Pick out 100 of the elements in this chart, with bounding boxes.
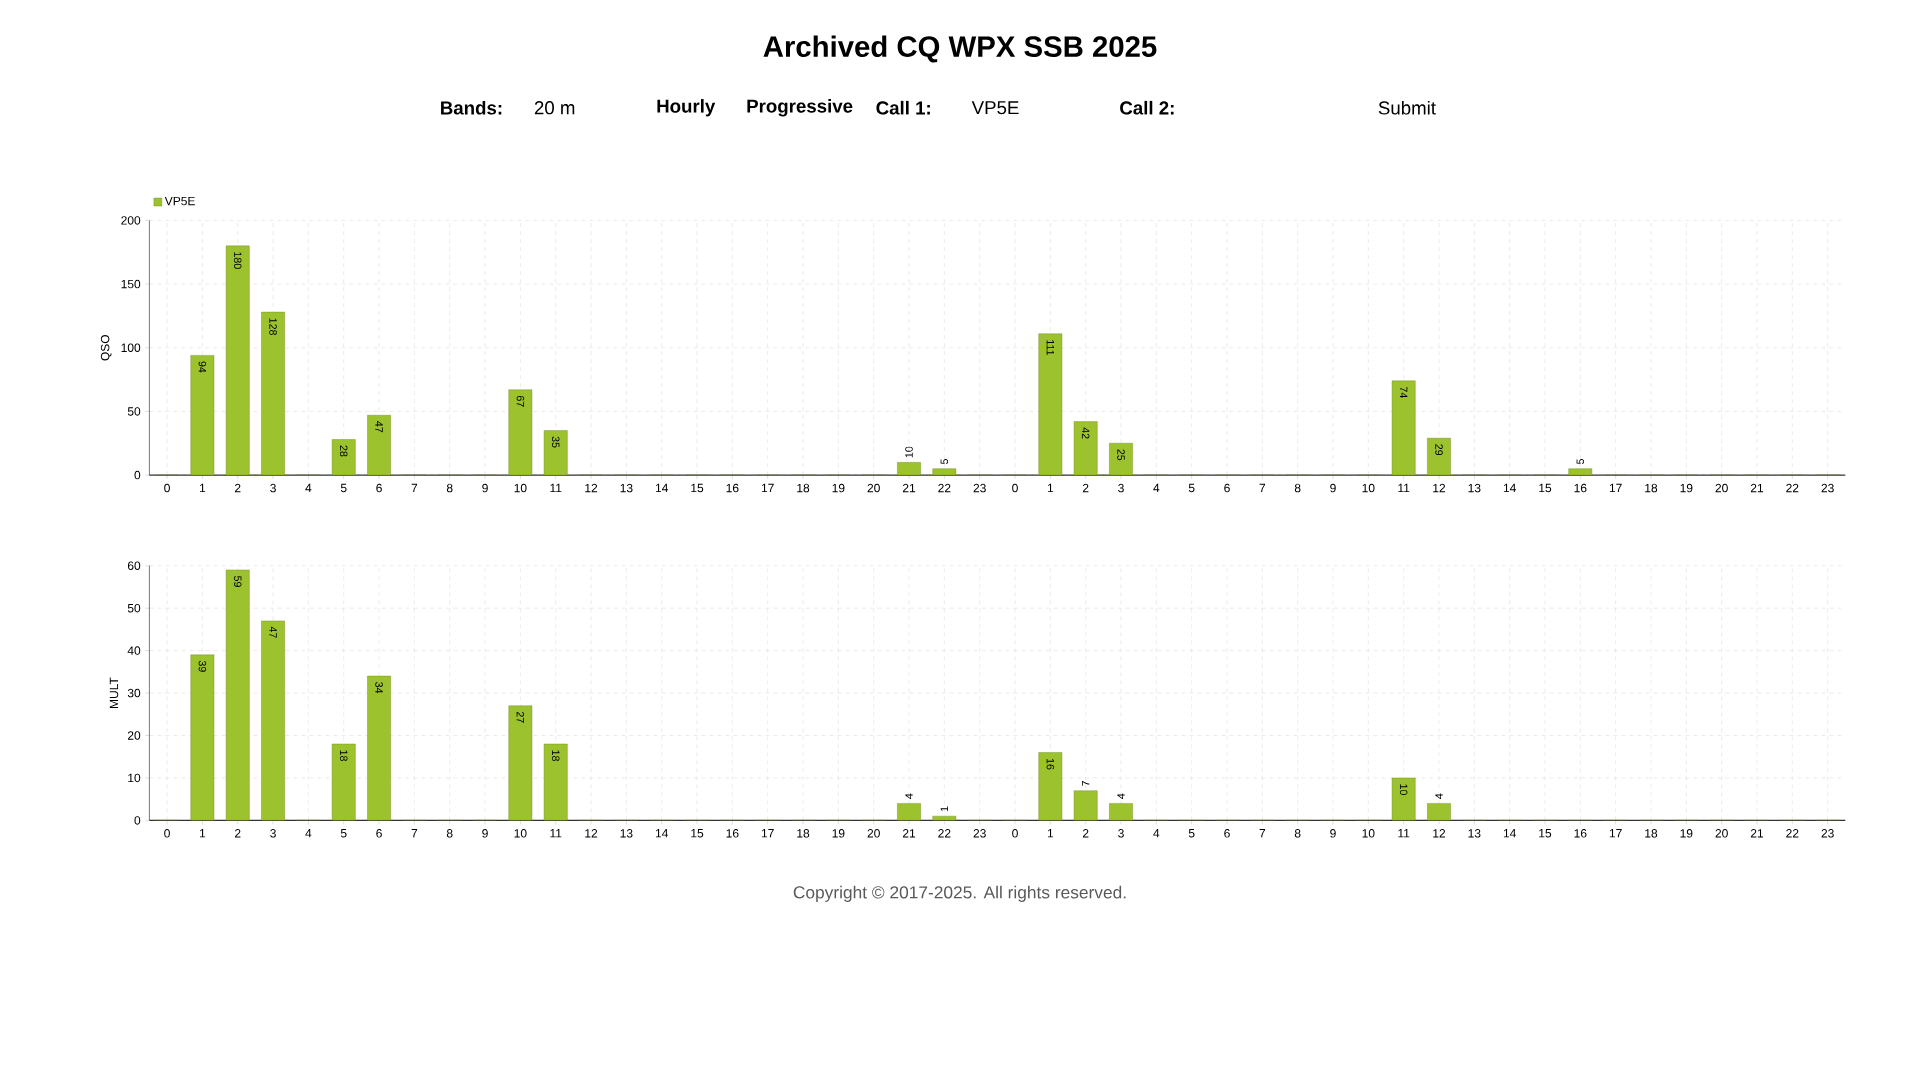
y-axis-title: QSO [100, 334, 112, 361]
x-tick-label: 10 [1362, 483, 1375, 493]
data-label: 35 [551, 436, 560, 448]
x-tick-label: 13 [620, 829, 633, 838]
bar [367, 675, 391, 821]
x-tick-label: 6 [376, 829, 382, 838]
x-tick-label: 18 [1645, 483, 1658, 493]
x-tick-label: 15 [1539, 829, 1552, 838]
x-tick-label: 12 [1433, 483, 1446, 493]
x-tick-label: 7 [1259, 829, 1266, 838]
x-tick-label: 4 [1153, 829, 1160, 838]
y-tick-label: 150 [121, 279, 141, 289]
x-tick-label: 12 [585, 829, 598, 838]
x-tick-label: 0 [164, 483, 170, 493]
x-tick-label: 7 [1259, 483, 1266, 493]
x-tick-label: 18 [797, 829, 810, 838]
x-tick-label: 18 [797, 483, 810, 493]
x-tick-label: 9 [1330, 483, 1336, 493]
x-tick-label: 4 [305, 829, 312, 838]
x-tick-label: 17 [1609, 829, 1622, 838]
text: Progressive [747, 99, 853, 117]
data-label: 5 [940, 458, 949, 465]
x-tick-label: 12 [585, 483, 598, 493]
text: Bands: [441, 100, 502, 115]
data-label: 180 [233, 252, 242, 269]
x-tick-label: 13 [1468, 829, 1481, 838]
data-label: 1 [940, 806, 949, 812]
data-label: 18 [339, 750, 348, 761]
x-tick-label: 0 [1012, 829, 1018, 838]
data-label: 16 [1046, 758, 1055, 770]
x-tick-label: 13 [620, 483, 633, 493]
x-tick-label: 20 [1715, 483, 1728, 493]
text: 20 m [534, 101, 575, 115]
x-tick-label: 20 [867, 483, 880, 493]
x-tick-label: 14 [655, 483, 669, 493]
x-tick-label: 19 [1680, 483, 1693, 493]
x-tick-label: 0 [1012, 483, 1018, 493]
x-tick-label: 17 [761, 829, 774, 838]
x-tick-label: 2 [1082, 829, 1089, 838]
x-tick-label: 21 [902, 483, 916, 493]
x-tick-label: 11 [1398, 483, 1410, 493]
x-tick-label: 10 [514, 829, 527, 838]
x-tick-label: 9 [482, 829, 488, 838]
x-tick-label: 23 [973, 829, 986, 838]
bar [190, 355, 215, 476]
x-tick-label: 2 [1082, 483, 1089, 493]
bar [367, 415, 391, 476]
y-tick-label: 10 [128, 773, 141, 783]
x-tick-label: 1 [1047, 483, 1054, 493]
x-tick-label: 2 [234, 829, 241, 838]
data-label: 10 [905, 446, 913, 458]
bar [1038, 333, 1063, 476]
x-tick-label: 12 [1433, 829, 1446, 838]
bar [190, 654, 215, 821]
chart-title: Archived CQ WPX SSB 2025 [763, 35, 1157, 63]
text: Copyright © 2017-2025. All rights reserved. [793, 885, 1126, 902]
x-tick-label: 14 [655, 829, 669, 838]
data-label: 67 [516, 395, 525, 407]
x-tick-label: 22 [938, 829, 951, 838]
x-tick-label: 20 [1715, 829, 1728, 838]
x-tick-label: 8 [446, 483, 453, 493]
y-tick-label: 30 [127, 688, 141, 698]
data-label: 4 [905, 793, 913, 799]
x-tick-label: 1 [199, 829, 206, 838]
x-tick-label: 16 [726, 483, 739, 493]
x-tick-label: 1 [1047, 829, 1054, 838]
x-tick-label: 4 [305, 483, 312, 493]
x-tick-label: 19 [832, 483, 845, 493]
x-tick-label: 5 [1188, 829, 1195, 838]
bar [331, 743, 356, 821]
data-label: 94 [198, 361, 207, 373]
bar [1038, 752, 1063, 821]
x-tick-label: 13 [1468, 483, 1481, 493]
y-tick-label: 20 [127, 731, 141, 740]
data-label: 4 [1435, 793, 1443, 799]
data-label: 47 [269, 626, 277, 638]
text: Submit [1378, 100, 1436, 115]
x-tick-label: 11 [1398, 829, 1410, 838]
x-tick-label: 15 [691, 483, 704, 493]
data-label: 128 [269, 318, 277, 336]
x-tick-label: 23 [1821, 483, 1834, 493]
x-tick-label: 16 [1574, 483, 1587, 493]
x-tick-label: 6 [1224, 829, 1230, 838]
y-tick-label: 50 [127, 407, 141, 416]
x-tick-label: 21 [902, 829, 916, 838]
x-tick-label: 3 [270, 829, 276, 838]
x-tick-label: 3 [270, 483, 276, 493]
x-tick-label: 8 [1294, 829, 1301, 838]
data-label: 27 [516, 711, 525, 723]
bar [261, 620, 285, 821]
data-label: 111 [1046, 340, 1055, 356]
x-tick-label: 17 [1609, 483, 1622, 493]
text: Call 1: [876, 100, 930, 115]
x-tick-label: 22 [1786, 483, 1799, 493]
x-tick-label: 3 [1118, 483, 1124, 493]
data-label: 7 [1082, 781, 1090, 786]
bar [1073, 421, 1098, 476]
x-tick-label: 17 [761, 483, 774, 493]
x-tick-label: 4 [1153, 483, 1160, 493]
y-tick-label: 0 [134, 816, 141, 825]
